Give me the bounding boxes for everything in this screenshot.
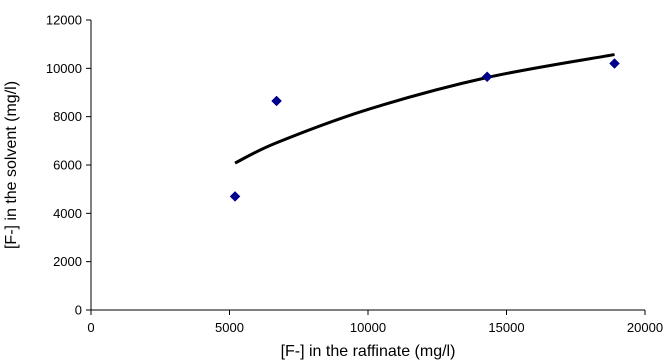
y-tick-label: 2000	[53, 254, 82, 269]
y-tick-label: 0	[75, 303, 82, 318]
data-point-diamond	[481, 71, 493, 83]
y-tick-label: 4000	[53, 206, 82, 221]
x-tick-label: 20000	[627, 320, 663, 335]
x-tick-label: 5000	[215, 320, 244, 335]
x-tick-label: 10000	[350, 320, 386, 335]
x-tick-label: 0	[87, 320, 94, 335]
data-point-diamond	[229, 191, 241, 202]
y-tick-label: 8000	[53, 109, 82, 124]
data-points	[229, 58, 620, 202]
trendline-curve	[234, 53, 615, 165]
x-axis-title: [F-] in the raffinate (mg/l)	[281, 343, 456, 360]
trendline	[234, 53, 615, 165]
data-point-diamond	[609, 58, 620, 69]
ticks: 0 2000 4000 6000 8000 10000 12000 0 5000 10000 150…	[46, 13, 663, 336]
y-axis-title: [F-] in the solvent (mg/l)	[3, 81, 20, 249]
x-tick-label: 15000	[488, 320, 524, 335]
y-tick-label: 10000	[46, 61, 82, 76]
y-tick-label: 6000	[53, 158, 82, 173]
data-point-diamond	[271, 95, 282, 107]
y-tick-label: 12000	[46, 13, 82, 28]
